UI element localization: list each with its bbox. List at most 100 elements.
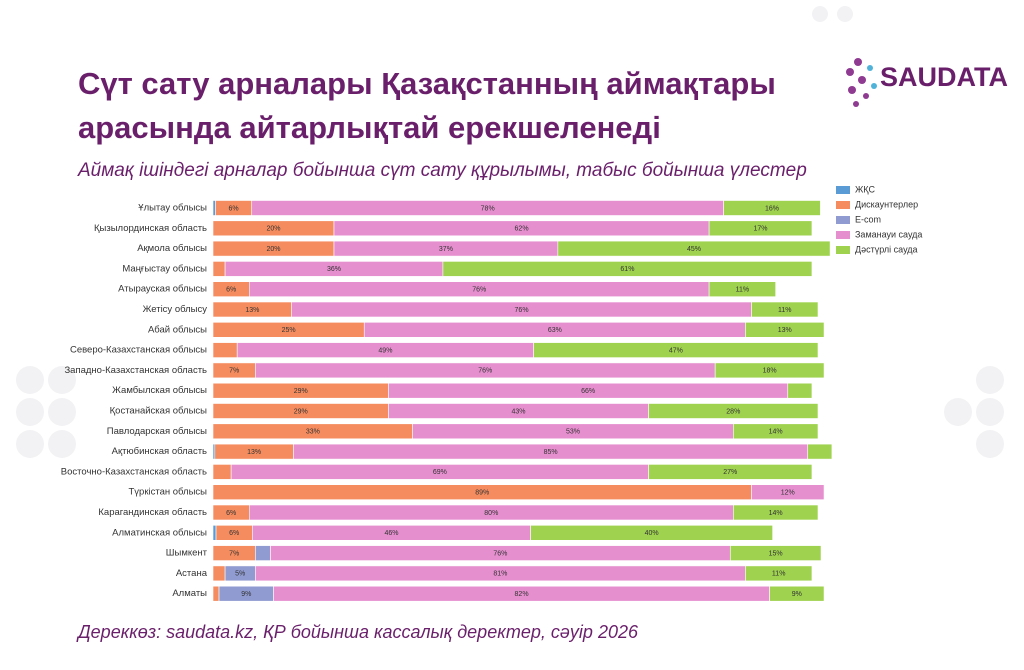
y-tick-label: Атырауская облысы [118, 284, 207, 295]
data-label: 13% [247, 449, 261, 456]
legend-label: ЖҚС [855, 184, 876, 194]
data-label: 76% [472, 287, 486, 294]
bar-segment [648, 464, 813, 480]
data-label: 20% [266, 246, 280, 253]
y-tick-label: Ақмола облысы [137, 243, 207, 254]
bar-segment [212, 524, 217, 541]
y-tick-label: Қостанайская облысы [110, 406, 208, 417]
y-tick-label: Восточно-Казахстанская область [61, 466, 207, 477]
bar-segment [212, 585, 220, 602]
data-label: 6% [226, 287, 236, 294]
chart-title: Сүт сату арналары Қазақстанның аймақтары… [78, 66, 776, 145]
bar-segment [255, 545, 271, 561]
data-label: 6% [229, 530, 239, 537]
bar-segment [212, 261, 226, 277]
data-label: 76% [478, 368, 492, 375]
data-label: 43% [512, 408, 526, 415]
y-tick-label: Павлодарская облысы [107, 426, 207, 437]
data-label: 14% [769, 510, 783, 517]
data-label: 78% [481, 205, 495, 212]
bar-segment [708, 281, 776, 298]
source-note: Дереккөз: saudata.kz, ҚР бойынша кассалы… [78, 622, 638, 642]
data-label: 13% [245, 307, 259, 314]
data-label: 46% [384, 530, 398, 537]
y-tick-label: Қызылординская область [94, 223, 207, 234]
data-label: 17% [754, 226, 768, 233]
y-tick-label: Алматинская облысы [112, 527, 207, 538]
y-tick-label: Ақтюбинская область [112, 446, 207, 457]
data-label: 29% [294, 388, 308, 395]
y-tick-label: Северо-Казахстанская облысы [70, 345, 207, 356]
bar-segment [212, 464, 232, 480]
bar-segment [212, 342, 238, 358]
legend-label: Дәстүрлі сауда [855, 244, 918, 254]
bar-segment [751, 484, 825, 501]
data-label: 80% [484, 510, 498, 517]
y-tick-label: Абай облысы [148, 324, 207, 335]
data-label: 20% [266, 226, 280, 233]
y-tick-label: Маңғыстау облысы [122, 263, 207, 274]
data-label: 82% [515, 591, 529, 598]
data-label: 33% [306, 429, 320, 436]
bar-segment [533, 342, 819, 358]
bar-segment [807, 443, 833, 460]
data-label: 14% [769, 429, 783, 436]
data-label: 15% [769, 550, 783, 557]
data-label: 29% [294, 408, 308, 415]
data-label: 61% [620, 266, 634, 273]
bar-segment [714, 362, 825, 379]
data-label: 7% [229, 550, 239, 557]
data-label: 28% [726, 408, 740, 415]
legend-swatch [836, 216, 850, 224]
bar-segment [648, 403, 819, 419]
bar-segment [787, 382, 813, 399]
legend-swatch [836, 231, 850, 239]
data-label: 45% [687, 246, 701, 253]
data-label: 13% [778, 327, 792, 334]
data-label: 85% [544, 449, 558, 456]
y-tick-label: Астана [176, 568, 208, 579]
bar-segment [732, 423, 819, 440]
data-label: 36% [327, 266, 341, 273]
data-label: 37% [439, 246, 453, 253]
y-tick-label: Ұлытау облысы [138, 203, 207, 214]
data-label: 49% [378, 347, 392, 354]
data-label: 66% [581, 388, 595, 395]
data-label: 9% [792, 591, 802, 598]
y-tick-label: Жетісу облысу [143, 304, 208, 315]
data-label: 25% [282, 327, 296, 334]
legend-label: Заманауи сауда [855, 229, 922, 239]
bar-segment [530, 524, 773, 541]
data-label: 47% [669, 347, 683, 354]
data-label: 89% [475, 490, 489, 497]
legend-label: E-com [855, 214, 881, 224]
legend-swatch [836, 186, 850, 194]
data-label: 69% [433, 469, 447, 476]
data-label: 40% [645, 530, 659, 537]
y-tick-label: Западно-Казахстанская область [64, 365, 207, 376]
chart-subtitle: Аймақ ішіндегі арналар бойынша сүт сату … [78, 160, 807, 181]
bar-segment [732, 504, 819, 521]
bar-segment [745, 565, 813, 582]
bar-segment [442, 261, 813, 277]
data-label: 81% [493, 571, 507, 578]
legend-swatch [836, 201, 850, 209]
bar-segment [212, 565, 226, 582]
data-label: 27% [723, 469, 737, 476]
y-tick-label: Түркістан облысы [128, 487, 207, 498]
data-label: 18% [763, 368, 777, 375]
data-label: 6% [229, 205, 239, 212]
y-tick-label: Алматы [172, 588, 207, 599]
data-label: 11% [772, 571, 786, 578]
data-label: 53% [566, 429, 580, 436]
data-label: 76% [515, 307, 529, 314]
y-tick-label: Шымкент [166, 548, 208, 559]
data-label: 11% [736, 287, 750, 294]
data-label: 16% [765, 205, 779, 212]
data-label: 9% [241, 591, 251, 598]
bar-segment [557, 240, 831, 257]
bar-segment [745, 321, 825, 338]
data-label: 12% [781, 490, 795, 497]
